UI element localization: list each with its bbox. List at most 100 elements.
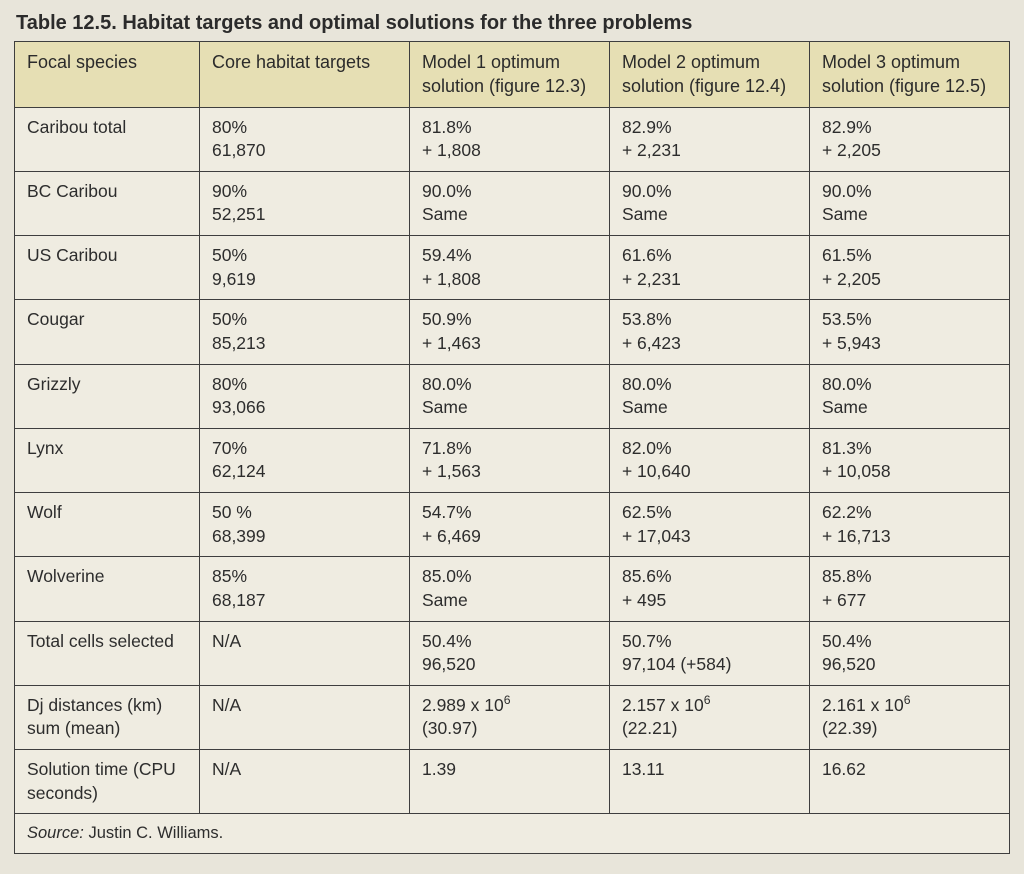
table-footer: Source: Justin C. Williams. [15,814,1010,853]
cell-model2-line2: + 2,231 [622,268,799,292]
cell-model3: 16.62 [809,750,1009,814]
cell-model1-line1: 90.0% [422,180,599,204]
cell-model3-line1: 62.2% [822,501,999,525]
cell-model1-line1: 80.0% [422,373,599,397]
cell-target-line1: N/A [212,630,399,654]
cell-target: 80%93,066 [199,364,409,428]
cell-model1-line1: 85.0% [422,565,599,589]
cell-model3: 61.5%+ 2,205 [809,236,1009,300]
cell-target-line2: 85,213 [212,332,399,356]
cell-model3-line1: 16.62 [822,758,999,782]
cell-model1: 54.7%+ 6,469 [409,493,609,557]
cell-model1-line2: Same [422,203,599,227]
cell-model2: 61.6%+ 2,231 [609,236,809,300]
table-row: Lynx70%62,12471.8%+ 1,56382.0%+ 10,64081… [15,428,1010,492]
cell-target-line2: 62,124 [212,460,399,484]
cell-model2: 85.6%+ 495 [609,557,809,621]
cell-model3: 62.2%+ 16,713 [809,493,1009,557]
cell-model1: 80.0%Same [409,364,609,428]
cell-model3-line2: + 2,205 [822,139,999,163]
cell-model3-line1: 82.9% [822,116,999,140]
cell-model3-line2: 96,520 [822,653,999,677]
cell-model3-line2: + 677 [822,589,999,613]
table-body: Caribou total80%61,87081.8%+ 1,80882.9%+… [15,107,1010,814]
col-header-model2: Model 2 optimum solution (figure 12.4) [609,42,809,108]
cell-model2-line1: 90.0% [622,180,799,204]
cell-species: Grizzly [15,364,200,428]
cell-target: N/A [199,685,409,749]
cell-model2-line1: 61.6% [622,244,799,268]
cell-model3: 2.161 x 106(22.39) [809,685,1009,749]
source-cell: Source: Justin C. Williams. [15,814,1010,853]
cell-model1-line2: + 1,563 [422,460,599,484]
cell-model1-line1: 71.8% [422,437,599,461]
cell-model2: 53.8%+ 6,423 [609,300,809,364]
cell-target: N/A [199,750,409,814]
cell-model1: 2.989 x 106(30.97) [409,685,609,749]
cell-species: Caribou total [15,107,200,171]
cell-model1: 50.9%+ 1,463 [409,300,609,364]
cell-target-line1: 50% [212,244,399,268]
cell-species: Wolverine [15,557,200,621]
cell-species: Dj distances (km) sum (mean) [15,685,200,749]
cell-target: 50 %68,399 [199,493,409,557]
cell-target: 70%62,124 [199,428,409,492]
cell-target-line1: 85% [212,565,399,589]
cell-target-line2: 9,619 [212,268,399,292]
cell-model2-line2: (22.21) [622,717,799,741]
cell-species: Cougar [15,300,200,364]
table-row: Cougar50%85,21350.9%+ 1,46353.8%+ 6,4235… [15,300,1010,364]
cell-model1-line2: + 1,463 [422,332,599,356]
cell-model2-line1: 62.5% [622,501,799,525]
cell-model1-line2: 96,520 [422,653,599,677]
cell-model3: 82.9%+ 2,205 [809,107,1009,171]
cell-model2-line2: + 10,640 [622,460,799,484]
cell-target-line2: 61,870 [212,139,399,163]
table-row: Grizzly80%93,06680.0%Same80.0%Same80.0%S… [15,364,1010,428]
cell-model2: 50.7%97,104 (+584) [609,621,809,685]
col-header-model3: Model 3 optimum solution (figure 12.5) [809,42,1009,108]
cell-model3-line1: 50.4% [822,630,999,654]
cell-model1-line2: Same [422,589,599,613]
cell-model1-line1: 54.7% [422,501,599,525]
cell-target: 50%85,213 [199,300,409,364]
cell-model2-line2: + 495 [622,589,799,613]
cell-species: Lynx [15,428,200,492]
cell-model2: 62.5%+ 17,043 [609,493,809,557]
cell-model2-line2: 97,104 (+584) [622,653,799,677]
cell-model2-line1: 82.0% [622,437,799,461]
cell-target-line1: 50 % [212,501,399,525]
cell-model1-line2: + 1,808 [422,139,599,163]
cell-model2: 82.9%+ 2,231 [609,107,809,171]
cell-model3-line2: Same [822,203,999,227]
cell-model1-line2: Same [422,396,599,420]
cell-model1-line1: 1.39 [422,758,599,782]
cell-model1-line1: 50.4% [422,630,599,654]
cell-model1: 50.4%96,520 [409,621,609,685]
cell-model2-line2: Same [622,396,799,420]
cell-model2-line2: + 17,043 [622,525,799,549]
cell-target-line1: N/A [212,694,399,718]
cell-target: 90%52,251 [199,171,409,235]
cell-target: N/A [199,621,409,685]
cell-species: US Caribou [15,236,200,300]
cell-model1: 81.8%+ 1,808 [409,107,609,171]
cell-model2: 90.0%Same [609,171,809,235]
cell-species: Solution time (CPU seconds) [15,750,200,814]
cell-model3-line1: 53.5% [822,308,999,332]
cell-target-line1: 80% [212,373,399,397]
table-title: Table 12.5. Habitat targets and optimal … [16,12,1010,35]
cell-model3-line1: 80.0% [822,373,999,397]
cell-target-line1: 70% [212,437,399,461]
cell-model2-line1: 80.0% [622,373,799,397]
cell-target-line2: 68,399 [212,525,399,549]
page: Table 12.5. Habitat targets and optimal … [0,0,1024,874]
table-row: Wolf50 %68,39954.7%+ 6,46962.5%+ 17,0436… [15,493,1010,557]
cell-model2-line2: Same [622,203,799,227]
cell-target-line1: 80% [212,116,399,140]
cell-model3: 53.5%+ 5,943 [809,300,1009,364]
cell-target: 85%68,187 [199,557,409,621]
cell-model1-line1: 2.989 x 106 [422,694,599,718]
cell-model2-line1: 82.9% [622,116,799,140]
cell-target-line2: 68,187 [212,589,399,613]
